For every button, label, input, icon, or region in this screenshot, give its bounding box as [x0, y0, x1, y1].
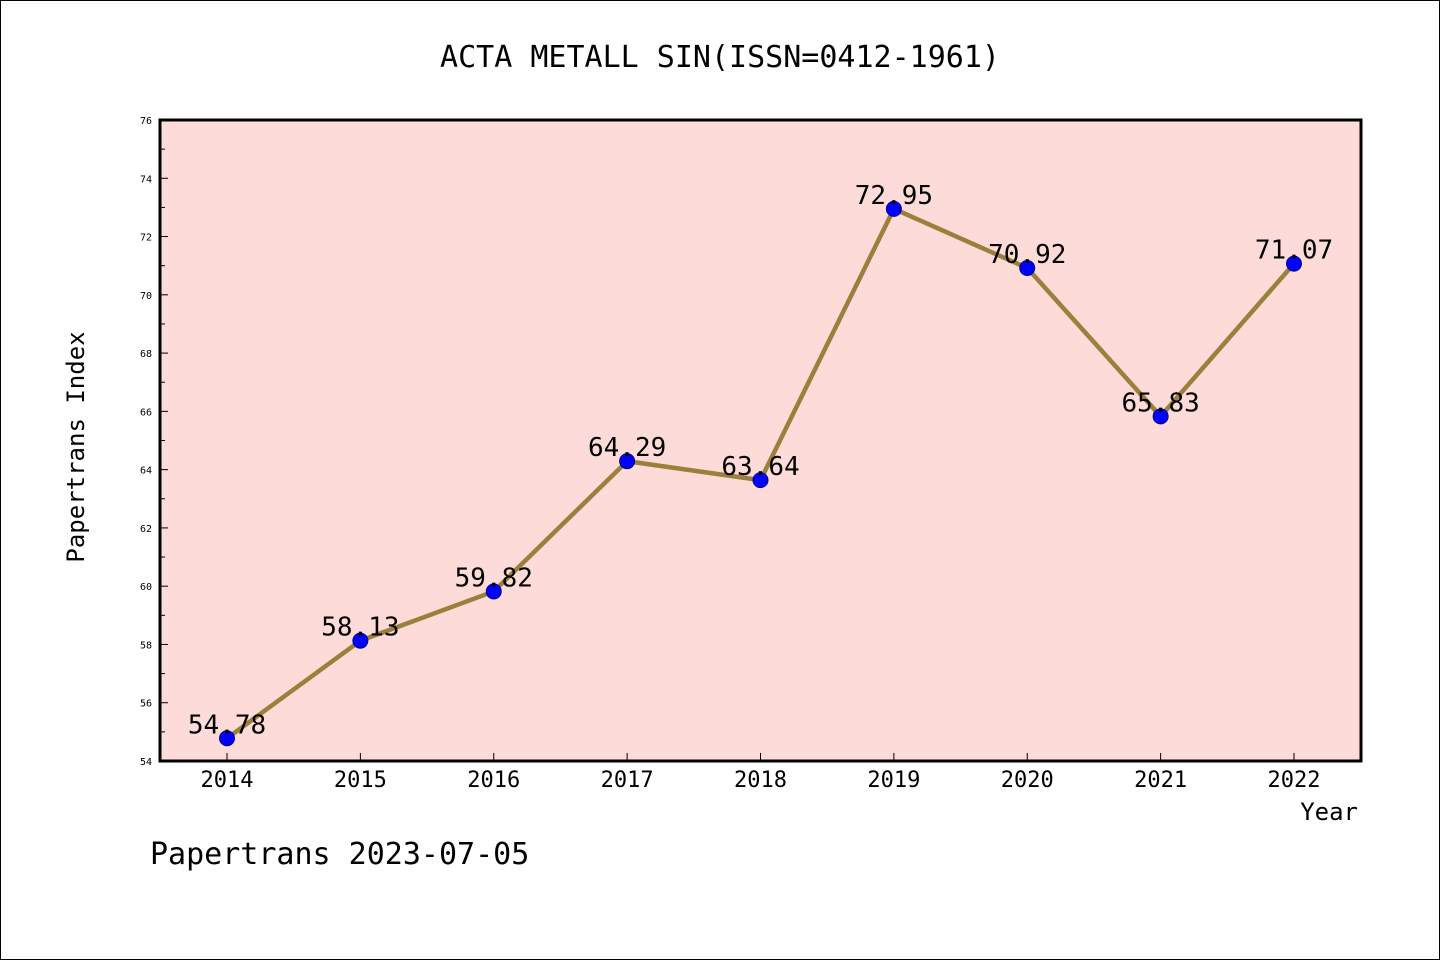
- x-tick-label: 2016: [467, 768, 520, 793]
- data-label: 64.29: [588, 433, 666, 463]
- y-tick-label: 66: [140, 407, 152, 418]
- y-tick-label: 60: [140, 582, 152, 593]
- series-markers: [219, 200, 1302, 747]
- data-labels: 54.78 58.13 59.82 64.29 63.64 72.95 70.92 65.83…: [188, 181, 1333, 740]
- x-tick-label: 2014: [201, 768, 254, 793]
- y-tick-label: 72: [140, 233, 152, 244]
- data-point: [619, 453, 636, 470]
- x-axis-ticks: 2014 2015 2016 2017 2018 2019 2020 2021 2022: [201, 753, 1321, 793]
- data-label: 63.64: [721, 452, 799, 482]
- x-tick-label: 2020: [1001, 768, 1054, 793]
- data-label: 58.13: [321, 613, 399, 643]
- data-label: 65.83: [1121, 388, 1199, 418]
- footer-text: Papertrans 2023-07-05: [150, 837, 529, 872]
- data-point: [885, 200, 902, 217]
- data-point: [219, 730, 235, 747]
- data-label: 70.92: [988, 240, 1066, 270]
- y-tick-label: 64: [140, 466, 152, 477]
- x-tick-label: 2015: [334, 768, 387, 793]
- data-label: 71.07: [1255, 236, 1333, 266]
- y-tick-label: 56: [140, 699, 152, 710]
- y-tick-label: 74: [140, 174, 152, 185]
- y-tick-label: 58: [140, 640, 152, 651]
- y-tick-label: 76: [140, 116, 152, 127]
- data-label: 54.78: [188, 710, 266, 740]
- data-point: [1152, 408, 1169, 425]
- x-tick-label: 2017: [601, 768, 654, 793]
- y-axis-label: Papertrans Index: [62, 331, 90, 562]
- y-tick-label: 70: [140, 291, 152, 302]
- data-point: [1019, 260, 1036, 277]
- x-tick-label: 2019: [867, 768, 920, 793]
- y-tick-label: 54: [140, 757, 152, 768]
- chart-title: ACTA METALL SIN(ISSN=0412-1961): [440, 40, 1000, 75]
- data-point: [352, 632, 369, 649]
- x-tick-label: 2021: [1134, 768, 1187, 793]
- x-axis-label: Year: [1300, 798, 1358, 826]
- data-point: [752, 472, 769, 489]
- y-axis-ticks: 54 56 58 60 62 64 66 68 70 72 74 76: [140, 116, 168, 768]
- x-tick-label: 2022: [1268, 768, 1321, 793]
- x-tick-label: 2018: [734, 768, 787, 793]
- data-label: 59.82: [455, 563, 533, 593]
- y-tick-label: 68: [140, 349, 152, 360]
- y-tick-label: 62: [140, 524, 152, 535]
- data-point: [485, 583, 502, 600]
- data-point: [1286, 255, 1302, 272]
- data-label: 72.95: [855, 181, 933, 211]
- plot-area: [158, 118, 1363, 763]
